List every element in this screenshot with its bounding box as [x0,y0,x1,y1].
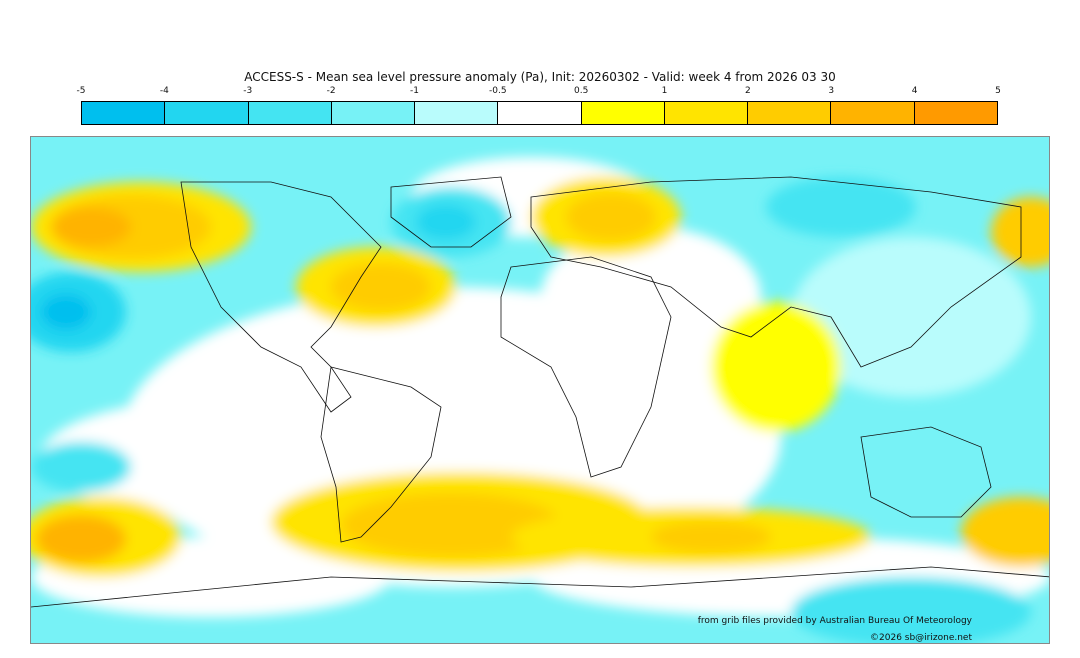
greenland-outline [390,176,512,248]
positive-west-atlantic-core [331,263,431,311]
legend-tick-label: -4 [159,86,169,96]
coastlines [31,176,1049,608]
negative-antarctic [791,577,1031,643]
legend-swatch [498,102,582,124]
legend-swatch [914,102,997,124]
eurasia-outline [530,176,1022,368]
negative-siberia [766,177,916,237]
positive-south-atlantic-core [341,493,561,557]
data-credit: from grib files provided by Australian B… [697,616,972,626]
australia-outline [860,426,992,518]
positive-south-indian-core [651,521,771,553]
positive-indian-ocean [711,302,841,432]
copyright-notice: ©2026 sb@irizone.net [870,633,972,643]
legend-tick-label: 1 [661,86,668,96]
color-legend [81,101,998,125]
positive-tasman [961,497,1049,567]
legend-swatch [748,102,832,124]
legend-tick-label: 0.5 [574,86,589,96]
anomaly-fields [31,157,1049,643]
legend-tick-label: -2 [326,86,336,96]
legend-tick-label: 3 [828,86,835,96]
map-canvas [31,137,1049,643]
legend-swatch [165,102,249,124]
pale-east-asia [791,237,1031,397]
positive-far-east [991,197,1049,267]
negative-southeast-pacific [31,442,131,492]
positive-south-pacific-core [36,515,126,563]
legend-tick-label: 4 [911,86,918,96]
legend-tick-label: -3 [243,86,253,96]
legend-swatch [331,102,416,124]
legend-swatch [581,102,665,124]
legend-tick-label: 2 [745,86,751,96]
legend-swatch [82,102,166,124]
negative-central-pacific-core [41,294,91,330]
legend-swatch [831,102,915,124]
positive-scandinavia-core [566,193,656,241]
legend-tick-label: -0.5 [489,86,507,96]
neutral-eurasia [541,227,761,367]
legend-ticks: -5 -4 -3 -2 -1 -0.5 0.5 1 2 3 4 5 [77,86,1001,98]
legend-swatch [415,102,499,124]
antarctica-outline [31,566,1049,608]
chart-title: ACCESS-S - Mean sea level pressure anoma… [244,70,836,84]
south-america-outline [320,366,442,543]
legend-tick-label: -1 [409,86,419,96]
legend-swatch [248,102,332,124]
africa-outline [500,256,672,478]
legend-swatch [664,102,749,124]
pressure-anomaly-map [30,136,1050,644]
positive-north-pacific-peak [51,207,131,247]
legend-tick-label: -5 [76,86,86,96]
negative-greenland-core [416,204,476,240]
legend-tick-label: 5 [995,86,1001,96]
